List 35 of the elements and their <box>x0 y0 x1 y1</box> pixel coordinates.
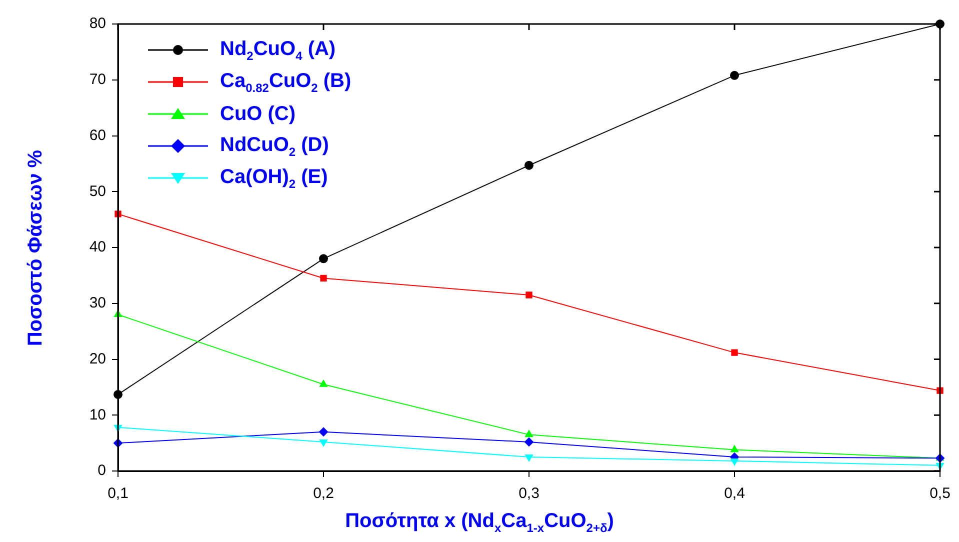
y-tick-label: 50 <box>89 182 106 200</box>
point <box>319 427 328 436</box>
point <box>730 445 738 452</box>
x-tick-label: 0,2 <box>313 485 334 502</box>
y-tick-label: 20 <box>89 350 106 368</box>
y-tick-label: 70 <box>89 71 106 88</box>
x-tick-label: 0,3 <box>518 485 540 502</box>
point <box>319 254 328 264</box>
legend-label: NdCuO$_{2}$ (D) <box>220 134 329 158</box>
point <box>730 458 738 466</box>
x-axis-title: Ποσότητα x (Nd$_{x}$Ca$_{1-x}$CuO$_{2+δ}$) <box>344 510 615 535</box>
y-tick-label: 0 <box>98 462 106 480</box>
y-tick-label: 60 <box>89 126 106 144</box>
point <box>320 274 327 282</box>
legend-label: Ca(OH)$_{2}$ (E) <box>220 166 328 190</box>
y-axis-title: Ποσοστό Φάσεων % <box>24 150 48 346</box>
y-tick-label: 30 <box>89 294 106 312</box>
point <box>525 430 533 438</box>
point <box>525 454 533 462</box>
y-tick-label: 80 <box>89 15 106 32</box>
x-tick-label: 0,1 <box>108 485 128 502</box>
point <box>526 292 532 298</box>
point <box>320 439 328 446</box>
point <box>524 437 534 446</box>
point <box>524 160 534 170</box>
y-tick-label: 10 <box>89 406 106 424</box>
legend-label: Ca$_{0.82}$CuO$_{2}$ (B) <box>220 70 352 94</box>
point <box>731 349 738 356</box>
point <box>730 70 739 80</box>
legend-label: Nd$_{2}$CuO$_{4}$ (A) <box>220 38 336 62</box>
x-tick-label: 0,4 <box>724 485 745 502</box>
y-tick-label: 40 <box>89 238 106 256</box>
x-tick-label: 0,5 <box>930 485 950 502</box>
point <box>320 380 328 387</box>
legend-label: CuO (C) <box>220 102 296 126</box>
